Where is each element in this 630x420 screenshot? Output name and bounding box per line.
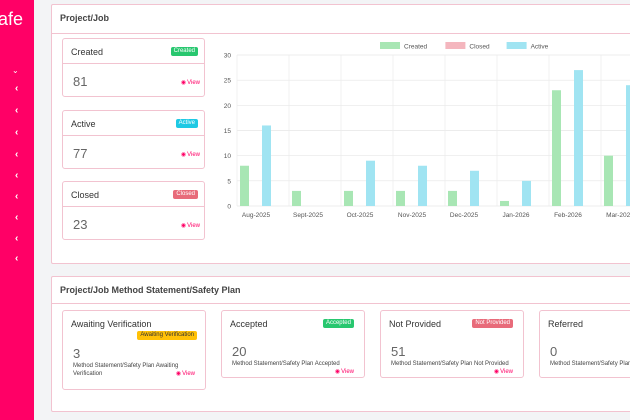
chevron-left-icon[interactable]: ‹ [15, 83, 19, 94]
card-divider [63, 135, 204, 136]
panel-divider [52, 303, 630, 304]
chevron-down-icon[interactable]: ⌄ [12, 66, 19, 75]
view-link[interactable]: ◉View [180, 223, 200, 229]
bar-created[interactable] [344, 190, 353, 206]
chevron-left-icon[interactable]: ‹ [15, 191, 19, 202]
card-count: 23 [73, 217, 88, 232]
card-count: 51 [391, 344, 406, 359]
legend-label[interactable]: Closed [469, 44, 490, 51]
x-tick-label: Oct-2025 [347, 212, 374, 219]
card-title: Awaiting Verification [71, 319, 152, 329]
project-panel-title: Project/Job [60, 13, 110, 23]
bar-active[interactable] [470, 170, 479, 206]
card-description: Method Statement/Safety Plan Awaiting Ve… [73, 363, 179, 377]
chevron-left-icon[interactable]: ‹ [15, 253, 19, 264]
sidebar: afe ⌄ ‹ ‹ ‹ ‹ ‹ ‹ ‹ ‹ ‹ [0, 0, 34, 420]
chevron-left-icon[interactable]: ‹ [15, 105, 19, 116]
legend-swatch[interactable] [380, 42, 400, 49]
card-divider [63, 63, 204, 64]
chevron-left-icon[interactable]: ‹ [15, 149, 19, 160]
chevron-left-icon[interactable]: ‹ [15, 127, 19, 138]
status-badge: Closed [173, 190, 198, 199]
eye-icon: ◉ [334, 369, 341, 375]
bar-created[interactable] [552, 90, 561, 206]
x-tick-label: Feb-2026 [554, 212, 582, 219]
created-card: Created Created 81 ◉View [62, 38, 205, 97]
bar-created[interactable] [292, 190, 301, 206]
legend-swatch[interactable] [445, 42, 466, 49]
status-badge: Created [170, 47, 198, 56]
x-tick-label: Dec-2025 [450, 212, 479, 219]
card-description: Method Statement/Safety Plan Referred [550, 361, 630, 367]
status-badge: Accepted [322, 319, 354, 328]
bar-created[interactable] [604, 155, 613, 206]
bar-created[interactable] [448, 190, 457, 206]
x-tick-label: Nov-2025 [398, 212, 427, 219]
card-count: 20 [232, 344, 247, 359]
legend-swatch[interactable] [506, 42, 527, 49]
y-tick-label: 5 [227, 178, 231, 185]
card-title: Created [71, 47, 104, 57]
status-badge: Active [175, 119, 198, 128]
eye-icon: ◉ [175, 371, 182, 377]
x-tick-label: Aug-2025 [242, 212, 271, 219]
bar-created[interactable] [240, 165, 249, 206]
referred-card: Referred 0 Method Statement/Safety Plan … [539, 310, 630, 378]
y-tick-label: 10 [224, 153, 232, 160]
legend-label[interactable]: Created [404, 44, 428, 51]
view-link[interactable]: ◉View [180, 152, 200, 158]
view-link[interactable]: ◉View [493, 369, 513, 375]
view-link[interactable]: ◉View [175, 371, 195, 377]
eye-icon: ◉ [180, 223, 187, 229]
bar-created[interactable] [396, 190, 405, 206]
bar-active[interactable] [262, 125, 271, 206]
card-title: Not Provided [389, 319, 442, 329]
card-count: 77 [73, 146, 88, 161]
y-tick-label: 30 [224, 53, 232, 60]
x-tick-label: Sept-2025 [293, 212, 323, 219]
card-description: Method Statement/Safety Plan Not Provide… [391, 361, 509, 367]
card-count: 3 [73, 346, 81, 361]
card-count: 0 [550, 344, 558, 359]
y-tick-label: 0 [227, 204, 231, 211]
chevron-left-icon[interactable]: ‹ [15, 170, 19, 181]
card-count: 81 [73, 74, 88, 89]
chevron-left-icon[interactable]: ‹ [15, 212, 19, 223]
not-provided-card: Not Provided Not Provided 51 Method Stat… [380, 310, 524, 378]
chevron-left-icon[interactable]: ‹ [15, 233, 19, 244]
bar-active[interactable] [574, 70, 583, 206]
y-tick-label: 15 [224, 128, 232, 135]
eye-icon: ◉ [493, 369, 500, 375]
view-link[interactable]: ◉View [334, 369, 354, 375]
legend-label[interactable]: Active [531, 44, 549, 51]
card-description: Method Statement/Safety Plan Accepted [232, 361, 340, 367]
active-card: Active Active 77 ◉View [62, 110, 205, 169]
panel-divider [52, 33, 630, 34]
card-divider [63, 206, 204, 207]
bar-active[interactable] [418, 165, 427, 206]
status-badge: Not Provided [472, 319, 513, 328]
bar-active[interactable] [366, 160, 375, 206]
method-panel-title: Project/Job Method Statement/Safety Plan [60, 285, 241, 295]
card-title: Closed [71, 190, 100, 200]
app-logo[interactable]: afe [0, 9, 24, 29]
card-title: Active [71, 119, 96, 129]
bar-active[interactable] [626, 85, 630, 206]
card-title: Referred [548, 319, 584, 329]
eye-icon: ◉ [180, 152, 187, 158]
x-tick-label: Jan-2026 [502, 212, 529, 219]
bar-created[interactable] [500, 200, 509, 206]
view-link[interactable]: ◉View [180, 80, 200, 86]
status-badge: Awaiting Verification [137, 331, 197, 340]
eye-icon: ◉ [180, 80, 187, 86]
card-title: Accepted [230, 319, 268, 329]
bar-active[interactable] [522, 180, 531, 206]
awaiting-verification-card: Awaiting Verification Awaiting Verificat… [62, 310, 206, 390]
accepted-card: Accepted Accepted 20 Method Statement/Sa… [221, 310, 365, 378]
closed-card: Closed Closed 23 ◉View [62, 181, 205, 240]
x-tick-label: Mar-2026 [606, 212, 630, 219]
y-tick-label: 20 [224, 103, 232, 110]
y-tick-label: 25 [224, 78, 232, 85]
